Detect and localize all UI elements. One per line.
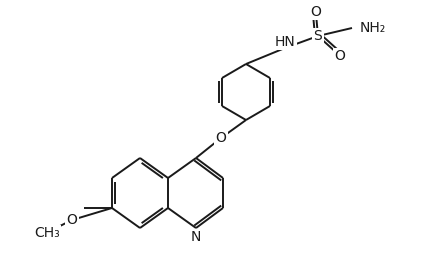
Text: O: O	[334, 49, 345, 63]
Text: O: O	[311, 5, 322, 19]
Text: CH₃: CH₃	[34, 226, 60, 240]
Text: S: S	[314, 29, 323, 43]
Text: HN: HN	[275, 35, 295, 49]
Text: N: N	[191, 230, 201, 244]
Text: NH₂: NH₂	[360, 21, 386, 35]
Text: O: O	[216, 131, 227, 145]
Text: O: O	[66, 213, 77, 227]
